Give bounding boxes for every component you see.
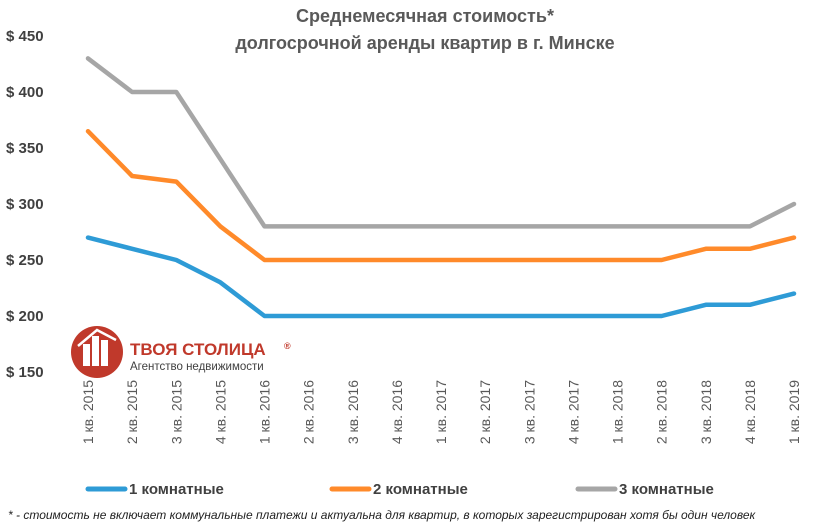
x-tick-label: 1 кв. 2019: [786, 380, 802, 444]
legend-label-1: 1 комнатные: [129, 481, 224, 498]
y-tick-label: $ 450: [6, 28, 44, 45]
series-line-2: [85, 128, 797, 263]
series-line-1: [85, 235, 797, 319]
x-tick-label: 3 кв. 2015: [168, 380, 184, 444]
chart-title: Среднемесячная стоимость*: [296, 6, 554, 26]
logo-name: ТВОЯ СТОЛИЦА: [130, 340, 266, 359]
legend-item-1: 1 комнатные: [85, 481, 224, 498]
x-tick-label: 2 кв. 2018: [654, 380, 670, 444]
y-tick-label: $ 300: [6, 196, 44, 213]
y-tick-label: $ 150: [6, 364, 44, 381]
plot-area: [85, 56, 797, 319]
x-tick-label: 3 кв. 2017: [521, 380, 537, 444]
chart-subtitle: долгосрочной аренды квартир в г. Минске: [235, 33, 614, 53]
logo-icon: [71, 326, 123, 378]
y-tick-label: $ 250: [6, 252, 44, 269]
x-tick-label: 1 кв. 2018: [610, 380, 626, 444]
x-tick-label: 1 кв. 2017: [433, 380, 449, 444]
footnote: * - стоимость не включает коммунальные п…: [8, 508, 757, 522]
y-tick-label: $ 200: [6, 308, 44, 325]
legend-item-2: 2 комнатные: [329, 481, 468, 498]
legend-label-3: 3 комнатные: [619, 481, 714, 498]
x-tick-label: 3 кв. 2018: [698, 380, 714, 444]
legend: 1 комнатные 2 комнатные 3 комнатные: [85, 481, 714, 498]
y-tick-label: $ 350: [6, 140, 44, 157]
y-axis: $ 450 $ 400 $ 350 $ 300 $ 250 $ 200 $ 150: [6, 28, 44, 381]
y-tick-label: $ 400: [6, 84, 44, 101]
x-tick-label: 2 кв. 2016: [301, 380, 317, 444]
x-axis: 1 кв. 2015 2 кв. 2015 3 кв. 2015 4 кв. 2015…: [80, 380, 802, 444]
x-tick-label: 4 кв. 2015: [212, 380, 228, 444]
legend-label-2: 2 комнатные: [373, 481, 468, 498]
x-tick-label: 4 кв. 2017: [565, 380, 581, 444]
series-line-3: [85, 56, 797, 229]
x-tick-label: 4 кв. 2016: [389, 380, 405, 444]
x-tick-label: 1 кв. 2015: [80, 380, 96, 444]
logo-tagline: Агентство недвижимости: [130, 361, 264, 373]
legend-item-3: 3 комнатные: [575, 481, 714, 498]
brand-logo: ТВОЯ СТОЛИЦА ® Агентство недвижимости: [71, 326, 291, 378]
x-tick-label: 3 кв. 2016: [345, 380, 361, 444]
x-tick-label: 4 кв. 2018: [742, 380, 758, 444]
x-tick-label: 1 кв. 2016: [257, 380, 273, 444]
logo-registered-mark: ®: [284, 341, 291, 351]
x-tick-label: 2 кв. 2015: [124, 380, 140, 444]
x-tick-label: 2 кв. 2017: [477, 380, 493, 444]
